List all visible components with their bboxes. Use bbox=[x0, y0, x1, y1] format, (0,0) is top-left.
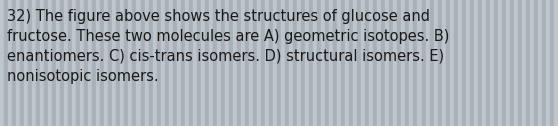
Text: 32) The figure above shows the structures of glucose and
fructose. These two mol: 32) The figure above shows the structure… bbox=[7, 9, 450, 84]
